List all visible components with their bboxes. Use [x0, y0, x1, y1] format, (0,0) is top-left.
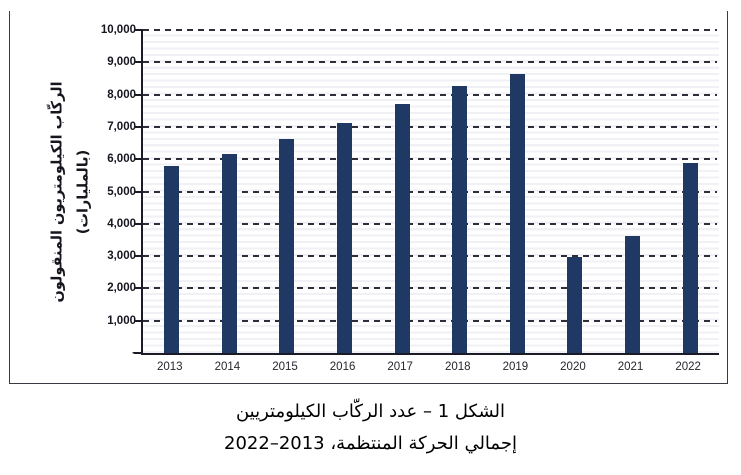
gridline-7000: [143, 125, 717, 128]
bar-slot-2018: [431, 30, 489, 353]
x-tick-label-2017: 2017: [387, 361, 413, 373]
x-tick-label-2022: 2022: [675, 361, 701, 373]
y-tick-mark: [134, 93, 143, 96]
x-axis-tick-labels: 2013 2014 2015 2016 2017 2018 2019 2020 2021 2022: [141, 361, 717, 373]
y-tick-label: 4,000: [107, 217, 136, 230]
gridline-2000: [143, 287, 717, 290]
gridline-10000: [143, 29, 717, 31]
y-axis-tick-labels: 10,000 9,000 8,000 7,000 6,000 5,000 4,000 3,00…: [10, 24, 136, 359]
y-tick-mark: [134, 352, 143, 354]
y-tick-mark: [134, 190, 143, 193]
y-tick-mark: [134, 61, 143, 64]
bar-2022: [682, 163, 698, 353]
bar-2016: [337, 122, 353, 353]
x-tick-label-2019: 2019: [502, 361, 529, 373]
x-tick-label-2021: 2021: [617, 361, 644, 373]
gridline-1000: [143, 319, 717, 322]
bar-slot-2020: [546, 30, 604, 353]
y-tick-mark: [134, 29, 143, 31]
y-tick-mark: [134, 255, 143, 258]
bar-slot-2013: [143, 30, 201, 353]
y-tick-mark: [134, 319, 143, 322]
bar-2014: [221, 153, 237, 353]
gridline-8000: [143, 93, 717, 96]
x-tick-label-2014: 2014: [214, 361, 241, 373]
bar-2017: [394, 104, 410, 353]
bar-2021: [625, 236, 641, 353]
bar-slot-2016: [316, 30, 374, 353]
y-tick-mark: [134, 222, 143, 225]
y-tick-label: 6,000: [107, 153, 136, 166]
chart-figure: الركّاب الكيلومتريون المنقولون (بالمليار…: [9, 11, 728, 384]
x-tick-label-2013: 2013: [157, 361, 183, 373]
bar-slot-2014: [201, 30, 259, 353]
y-tick-label: 8,000: [107, 88, 136, 101]
caption-line2: إجمالي الحركة المنتظمة، 2013–2022: [224, 433, 517, 454]
gridline-4000: [143, 222, 717, 225]
bar-2020: [567, 257, 583, 353]
bar-slot-2021: [604, 30, 662, 353]
y-tick-label: 1,000: [107, 314, 136, 327]
bar-slot-2019: [489, 30, 547, 353]
y-tick-label: 7,000: [107, 120, 136, 133]
x-tick-label-2020: 2020: [560, 361, 586, 373]
bar-2015: [279, 138, 295, 353]
figure-caption: الشكل 1 – عدد الركّاب الكيلومتريين إجمال…: [0, 396, 741, 460]
gridline-9000: [143, 61, 717, 64]
bar-2018: [452, 86, 468, 353]
y-tick-mark: [134, 158, 143, 161]
bar-2019: [509, 73, 525, 353]
y-tick-mark: [134, 287, 143, 290]
y-tick-mark: [134, 125, 143, 128]
x-tick-label-2015: 2015: [272, 361, 298, 373]
gridline-5000: [143, 190, 717, 193]
gridline-6000: [143, 158, 717, 161]
y-tick-label: 9,000: [107, 56, 136, 69]
bar-2013: [164, 165, 180, 353]
y-tick-label: 10,000: [100, 24, 136, 36]
bar-slot-2015: [258, 30, 316, 353]
x-tick-label-2018: 2018: [444, 361, 471, 373]
bar-slot-2022: [661, 30, 719, 353]
plot-area: [134, 29, 719, 355]
bar-slot-2017: [373, 30, 431, 353]
bars-layer: [143, 30, 719, 353]
y-tick-label: 3,000: [107, 250, 136, 263]
caption-line1: الشكل 1 – عدد الركّاب الكيلومتريين: [235, 401, 506, 422]
y-tick-label: 2,000: [107, 282, 136, 295]
gridline-3000: [143, 255, 717, 258]
x-tick-label-2016: 2016: [329, 361, 356, 373]
y-tick-label: 5,000: [107, 185, 136, 198]
